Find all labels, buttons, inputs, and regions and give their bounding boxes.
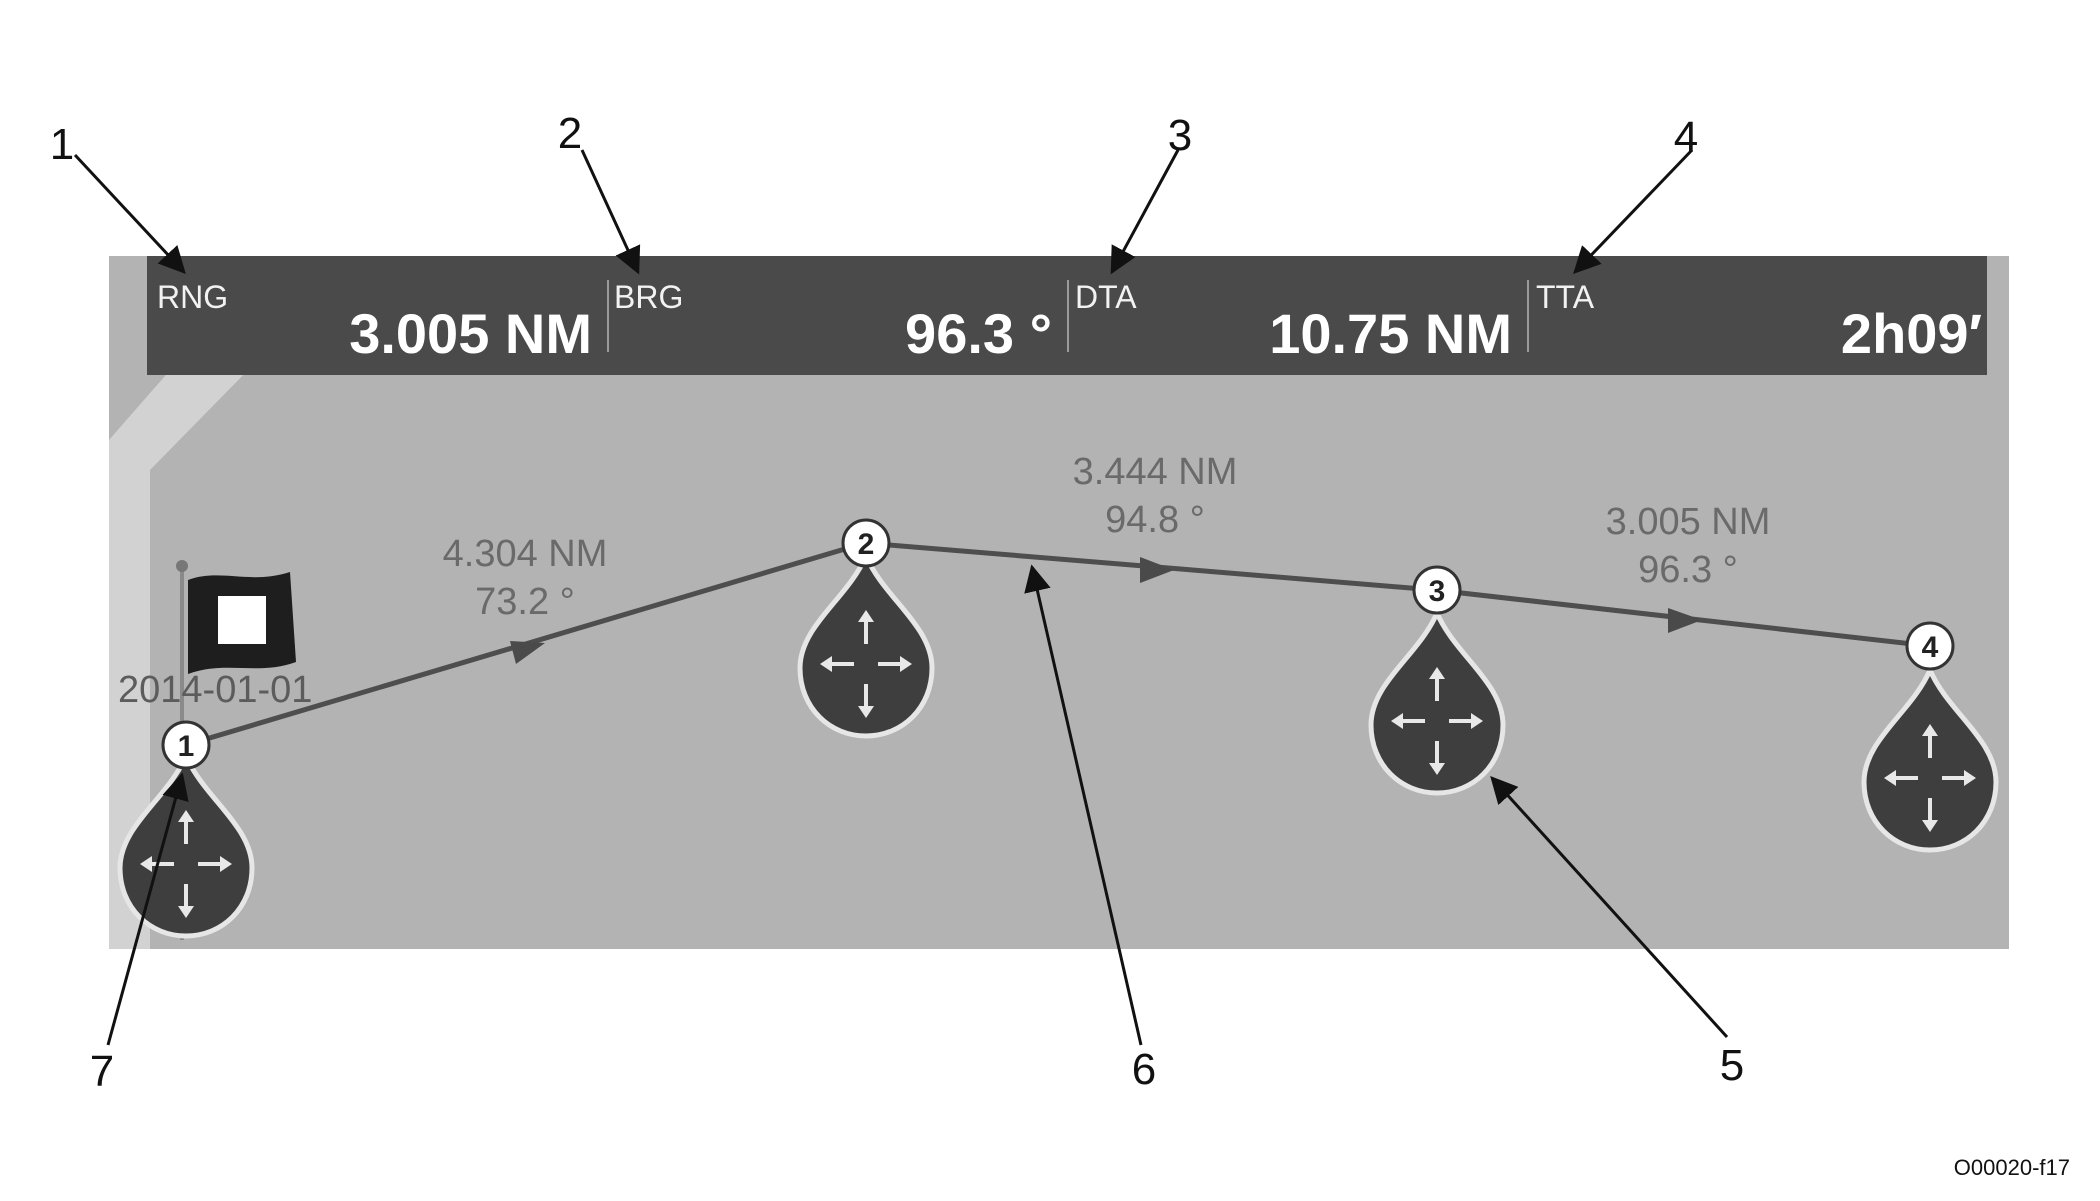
callout-leader-2 xyxy=(580,149,641,275)
leg-1-bearing: 73.2 ° xyxy=(475,581,575,623)
leg-2-bearing: 94.8 ° xyxy=(1105,499,1205,541)
callout-leader-1 xyxy=(73,153,186,274)
figure-id: O00020-f17 xyxy=(1954,1155,2070,1180)
brg-label: BRG xyxy=(614,279,683,315)
leg-1-distance: 4.304 NM xyxy=(443,533,608,575)
waypoint-badge-2 xyxy=(841,518,891,568)
flag-pole-top xyxy=(176,560,188,572)
callout-leader-4 xyxy=(1573,148,1694,274)
waypoint-number-4: 4 xyxy=(1922,631,1939,664)
route-direction-arrow xyxy=(510,641,545,664)
callout-number-3: 3 xyxy=(1168,111,1192,160)
callout-number-6: 6 xyxy=(1132,1045,1156,1094)
callout-leader-6 xyxy=(1024,564,1143,1046)
callout-number-2: 2 xyxy=(558,109,582,158)
leg-2-distance: 3.444 NM xyxy=(1073,451,1238,493)
tta-label: TTA xyxy=(1536,279,1595,315)
rng-value: 3.005 NM xyxy=(349,302,592,365)
callout-leader-5 xyxy=(1490,776,1729,1039)
map-land-shading xyxy=(109,256,360,949)
waypoint-badge-3 xyxy=(1412,565,1462,615)
leg-3-bearing: 96.3 ° xyxy=(1638,549,1738,591)
callout-number-5: 5 xyxy=(1720,1041,1744,1090)
waypoint-number-3: 3 xyxy=(1429,575,1446,608)
dta-value: 10.75 NM xyxy=(1269,302,1512,365)
dta-label: DTA xyxy=(1075,279,1137,315)
callout-leader-7 xyxy=(106,772,189,1046)
route-direction-arrow xyxy=(1140,557,1174,583)
start-flag-emblem xyxy=(218,596,266,644)
waypoint-number-1: 1 xyxy=(178,730,195,763)
brg-value: 96.3 ° xyxy=(905,302,1052,365)
callout-number-7: 7 xyxy=(90,1047,114,1096)
tta-value: 2h09′ xyxy=(1841,302,1982,365)
waypoint-badge-1 xyxy=(161,720,211,770)
callout-number-1: 1 xyxy=(50,120,74,169)
waypoint-number-2: 2 xyxy=(858,528,875,561)
start-date: 2014-01-01 xyxy=(118,669,312,711)
route-direction-arrow xyxy=(1668,608,1702,633)
callout-number-4: 4 xyxy=(1674,113,1698,162)
leg-3-distance: 3.005 NM xyxy=(1606,501,1771,543)
waypoint-badge-4 xyxy=(1905,621,1955,671)
rng-label: RNG xyxy=(157,279,228,315)
callout-leader-3 xyxy=(1110,149,1180,275)
